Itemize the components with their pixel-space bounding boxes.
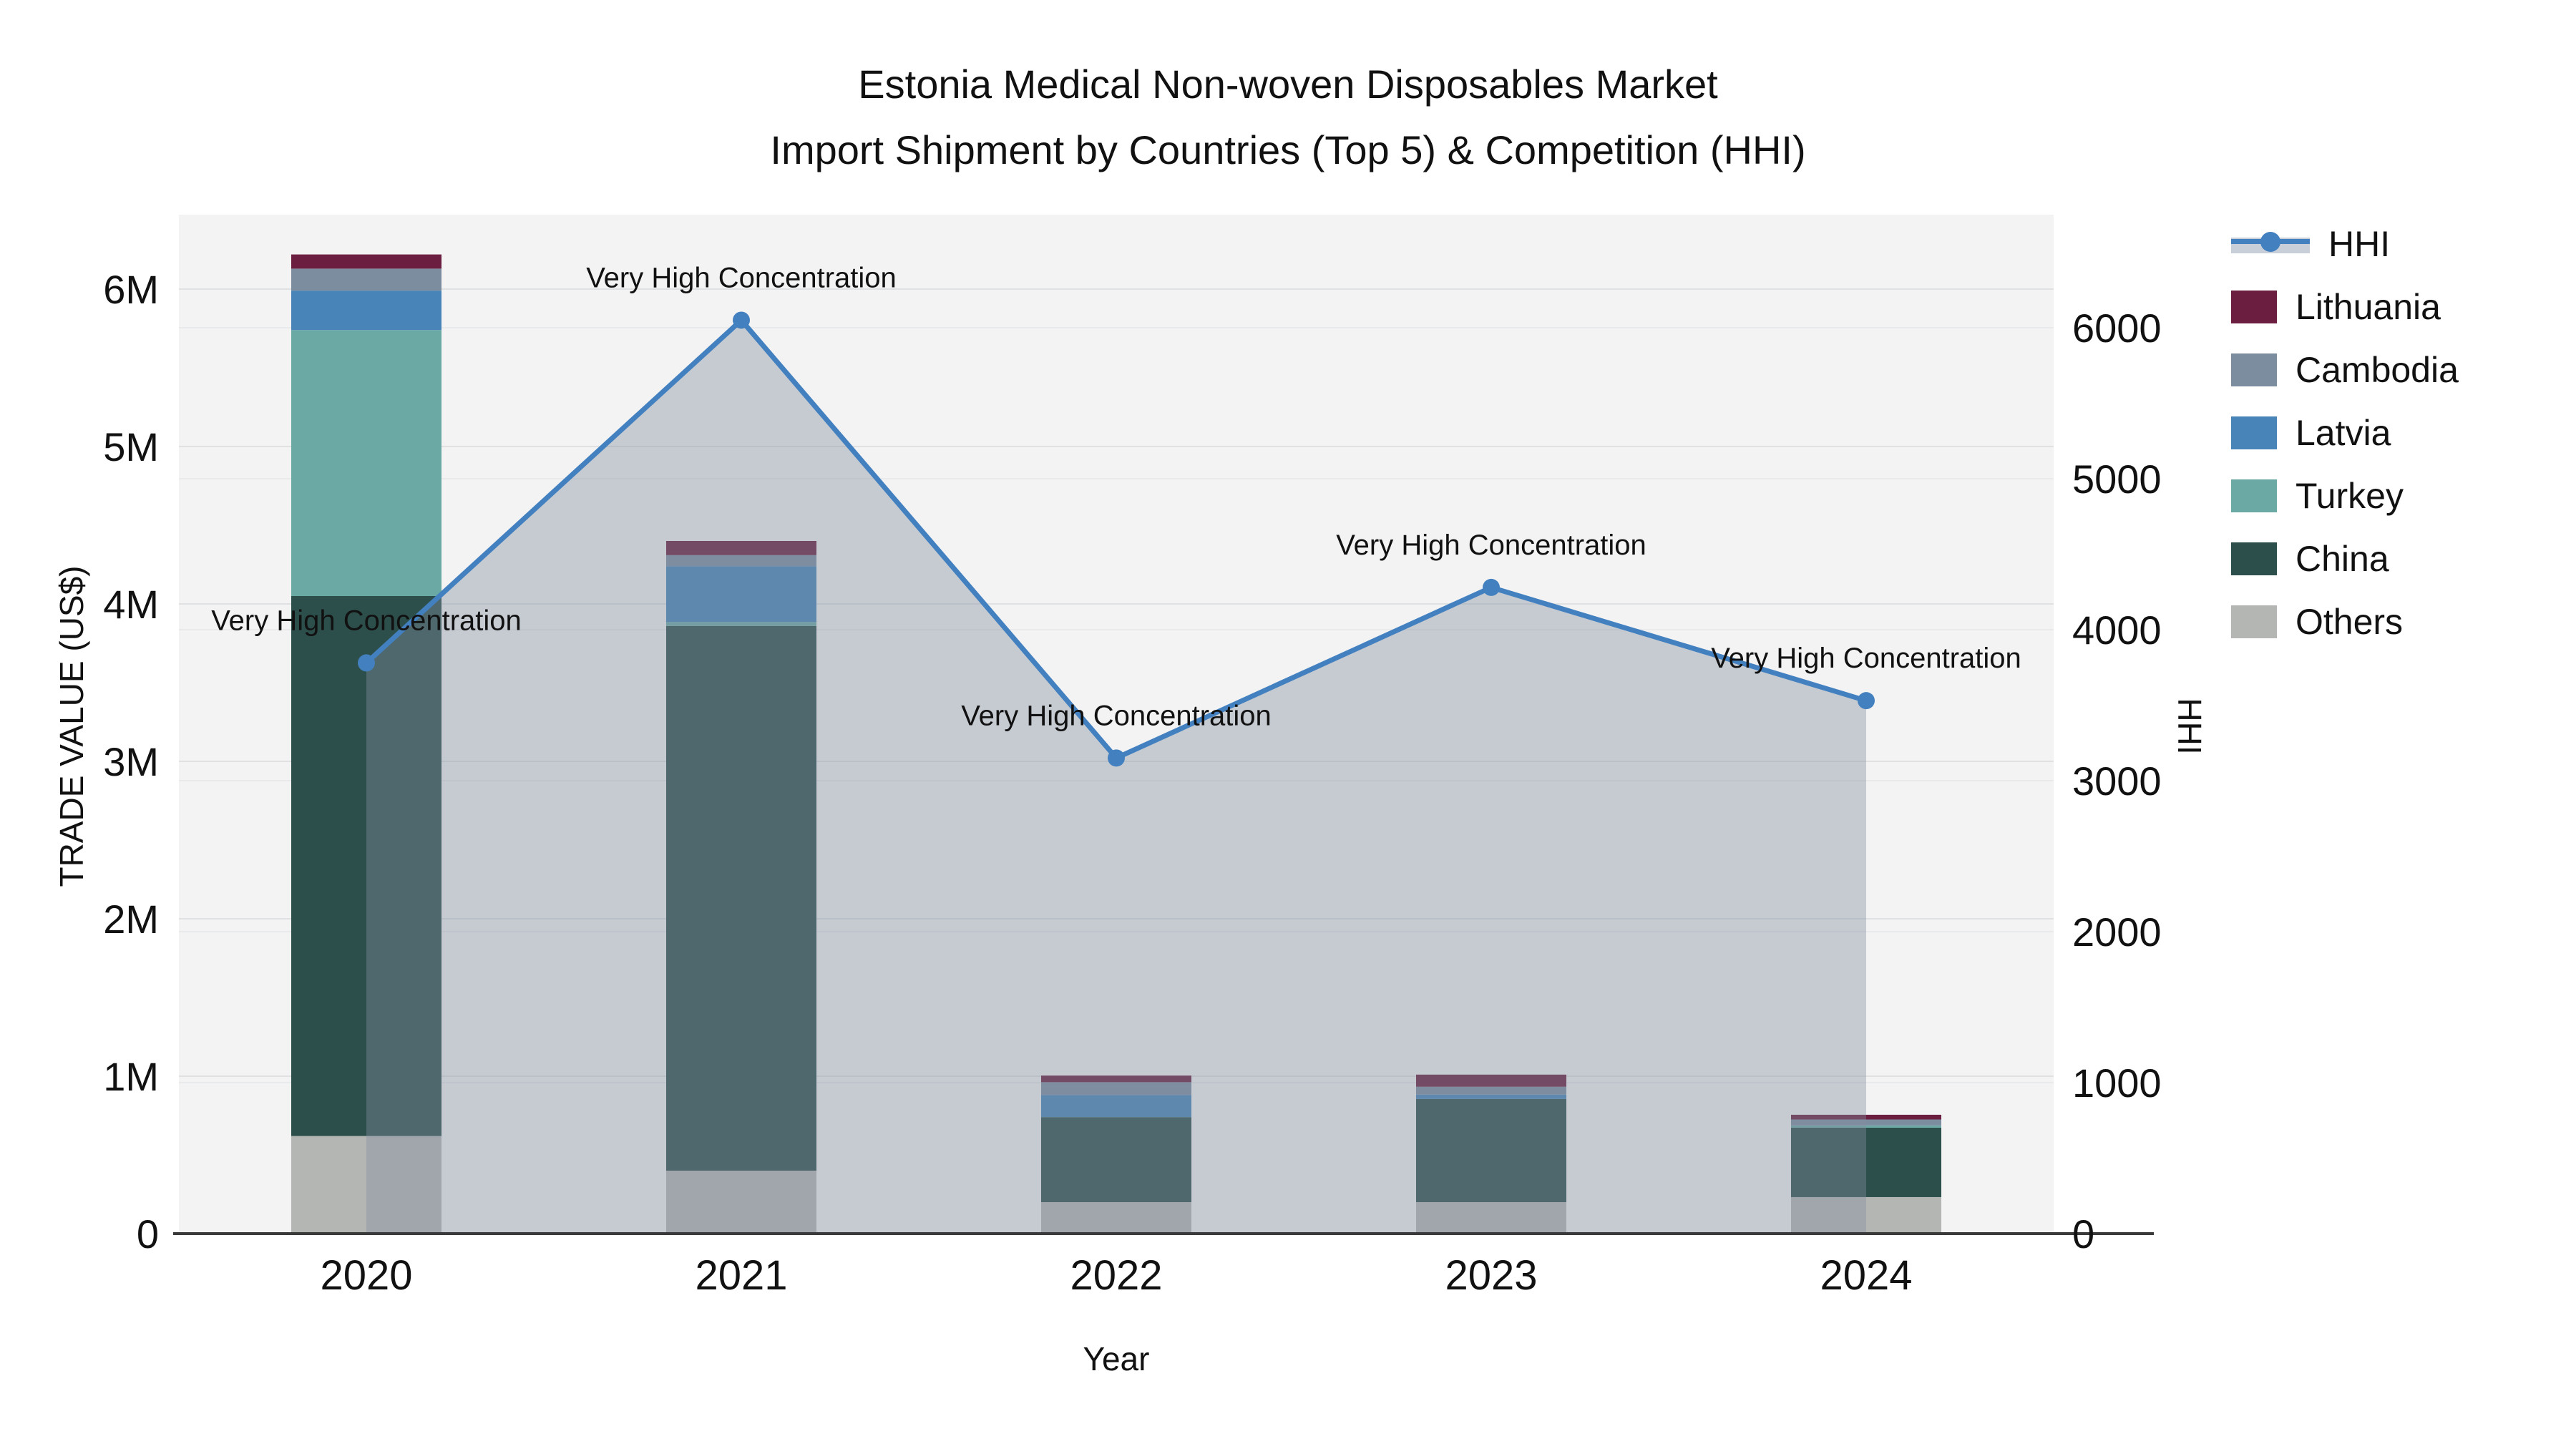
bar-segment-cambodia-2022[interactable] (1041, 1082, 1191, 1096)
y-right-tick: 4000 (2072, 608, 2162, 653)
bar-segment-china-2024[interactable] (1791, 1127, 1941, 1197)
y-left-tick: 2M (103, 897, 159, 942)
bar-segment-turkey-2021[interactable] (666, 622, 816, 626)
bar-segment-cambodia-2020[interactable] (291, 268, 441, 291)
x-tick: 2021 (695, 1252, 787, 1299)
bar-segment-lithuania-2023[interactable] (1416, 1074, 1566, 1087)
bar-segment-others-2022[interactable] (1041, 1202, 1191, 1234)
legend-item-lithuania[interactable]: Lithuania (2231, 286, 2459, 328)
bar-segment-cambodia-2021[interactable] (666, 555, 816, 567)
y-left-tick: 4M (103, 582, 159, 627)
x-axis-title: Year (1083, 1340, 1150, 1377)
legend-item-others[interactable]: Others (2231, 601, 2459, 643)
legend-label: Others (2296, 602, 2404, 642)
bar-segment-lithuania-2021[interactable] (666, 541, 816, 555)
legend-item-hhi[interactable]: HHI (2231, 223, 2459, 265)
tick-labels: 0 1M 2M 3M 4M 5M 6M 0 1000 2000 3000 4000 5000 6000 20… (103, 267, 2161, 1299)
china-swatch-icon (2231, 542, 2277, 575)
annotation-2024: Very High Concentration (1711, 643, 2021, 674)
y-left-tick: 0 (137, 1211, 159, 1257)
y-left-tick: 6M (103, 267, 159, 312)
y-right-tick: 3000 (2072, 758, 2162, 804)
bar-segment-latvia-2021[interactable] (666, 566, 816, 623)
legend: HHI Lithuania Cambodia Latvia Turkey Chi… (2231, 223, 2459, 643)
lithuania-swatch-icon (2231, 291, 2277, 323)
bar-segment-others-2023[interactable] (1416, 1202, 1566, 1234)
x-tick: 2024 (1820, 1252, 1912, 1299)
annotation-2023: Very High Concentration (1336, 530, 1646, 561)
legend-item-latvia[interactable]: Latvia (2231, 412, 2459, 454)
legend-item-china[interactable]: China (2231, 538, 2459, 580)
bar-segment-turkey-2024[interactable] (1791, 1125, 1941, 1128)
gridlines (179, 288, 2054, 1083)
cambodia-swatch-icon (2231, 353, 2277, 386)
bar-segment-latvia-2023[interactable] (1416, 1094, 1566, 1099)
legend-label: Cambodia (2296, 350, 2459, 390)
legend-item-turkey[interactable]: Turkey (2231, 475, 2459, 517)
bar-segment-cambodia-2023[interactable] (1416, 1086, 1566, 1095)
y-right-tick: 6000 (2072, 306, 2162, 351)
annotation-2020: Very High Concentration (211, 605, 522, 636)
hhi-marker-2020[interactable] (358, 654, 375, 672)
bar-segment-lithuania-2022[interactable] (1041, 1075, 1191, 1083)
chart-title-line1: Estonia Medical Non-woven Disposables Ma… (858, 62, 1718, 107)
legend-label: China (2296, 539, 2389, 579)
x-tick: 2020 (320, 1252, 412, 1299)
y-left-tick: 1M (103, 1054, 159, 1099)
chart-title-line2: Import Shipment by Countries (Top 5) & C… (770, 127, 1806, 173)
y-right-tick: 1000 (2072, 1060, 2162, 1106)
y-right-tick: 5000 (2072, 457, 2162, 502)
legend-label: Turkey (2296, 476, 2404, 516)
bar-segment-lithuania-2020[interactable] (291, 254, 441, 269)
chart-title: Estonia Medical Non-woven Disposables Ma… (0, 52, 2576, 184)
x-tick: 2022 (1070, 1252, 1162, 1299)
legend-label: Lithuania (2296, 287, 2441, 327)
y-right-tick: 2000 (2072, 909, 2162, 955)
y-axis-title-left: TRADE VALUE (US$) (53, 565, 90, 887)
legend-item-cambodia[interactable]: Cambodia (2231, 349, 2459, 391)
annotation-2022: Very High Concentration (961, 700, 1272, 731)
bar-segment-china-2023[interactable] (1416, 1098, 1566, 1202)
bar-segment-latvia-2020[interactable] (291, 291, 441, 331)
bar-segment-lithuania-2024[interactable] (1791, 1114, 1941, 1120)
bar-segment-china-2020[interactable] (291, 596, 441, 1136)
latvia-swatch-icon (2231, 416, 2277, 449)
hhi-marker-2024[interactable] (1858, 692, 1875, 710)
hhi-area (366, 320, 1866, 1234)
y-left-tick: 3M (103, 739, 159, 784)
legend-label: Latvia (2296, 413, 2391, 453)
bar-segment-cambodia-2024[interactable] (1791, 1119, 1941, 1126)
bar-segment-others-2020[interactable] (291, 1136, 441, 1234)
turkey-swatch-icon (2231, 479, 2277, 512)
hhi-marker-2022[interactable] (1108, 749, 1125, 767)
hhi-line-icon (2231, 228, 2310, 260)
hhi-marker-2021[interactable] (733, 311, 750, 329)
hhi-marker-2023[interactable] (1483, 578, 1500, 596)
bar-segment-others-2024[interactable] (1791, 1196, 1941, 1234)
y-left-tick: 5M (103, 424, 159, 469)
plot-area[interactable] (179, 215, 2054, 1234)
annotation-2021: Very High Concentration (586, 262, 897, 293)
others-swatch-icon (2231, 605, 2277, 638)
y-axis-title-right: HHI (2171, 698, 2208, 755)
bar-segment-others-2021[interactable] (666, 1171, 816, 1234)
stacked-bars[interactable] (291, 254, 1941, 1234)
bar-segment-latvia-2022[interactable] (1041, 1095, 1191, 1118)
bar-segment-china-2022[interactable] (1041, 1117, 1191, 1202)
y-right-tick: 0 (2072, 1211, 2094, 1257)
bar-segment-turkey-2020[interactable] (291, 330, 441, 596)
x-tick: 2023 (1445, 1252, 1537, 1299)
legend-label: HHI (2328, 224, 2391, 264)
bar-segment-china-2021[interactable] (666, 625, 816, 1171)
